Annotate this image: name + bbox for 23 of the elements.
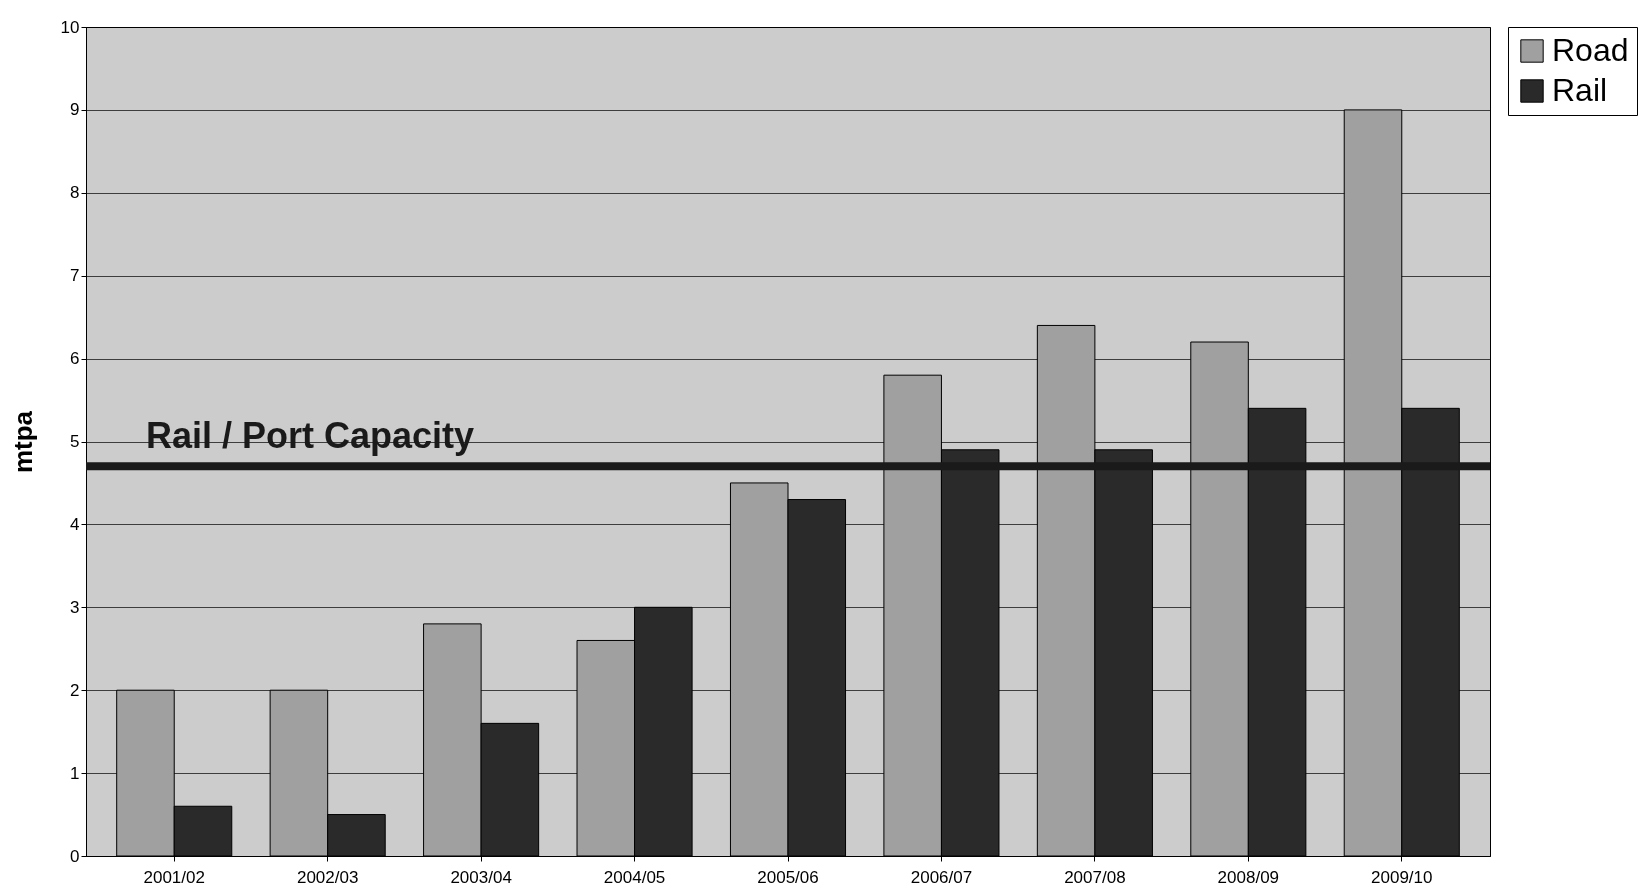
x-tick-label: 2004/05 xyxy=(603,867,666,887)
y-tick-label: 10 xyxy=(60,17,80,37)
x-tick-label: 2006/07 xyxy=(910,867,973,887)
x-tick-label: 2003/04 xyxy=(450,867,512,887)
y-tick-label: 0 xyxy=(70,846,80,866)
x-tick-label: 2002/03 xyxy=(296,867,359,887)
y-tick-label: 9 xyxy=(70,100,80,120)
x-tick-label: 2007/08 xyxy=(1064,867,1126,887)
y-tick-label: 1 xyxy=(70,763,80,783)
y-axis-title: mtpa xyxy=(7,410,38,474)
legend-label: Rail xyxy=(1552,72,1608,108)
y-tick-label: 6 xyxy=(70,349,80,369)
x-tick-label: 2005/06 xyxy=(757,867,819,887)
y-tick-label: 2 xyxy=(70,680,80,700)
y-tick-label: 3 xyxy=(70,597,80,617)
y-tick-label: 4 xyxy=(70,514,80,534)
y-tick-label: 8 xyxy=(70,183,80,203)
x-tick-label: 2001/02 xyxy=(143,867,205,887)
y-tick-label: 5 xyxy=(70,432,80,451)
x-tick-label: 2009/10 xyxy=(1371,867,1433,887)
y-tick-label: 7 xyxy=(70,266,80,286)
legend-label: Road xyxy=(1552,32,1629,68)
x-tick-label: 2008/09 xyxy=(1217,867,1280,887)
